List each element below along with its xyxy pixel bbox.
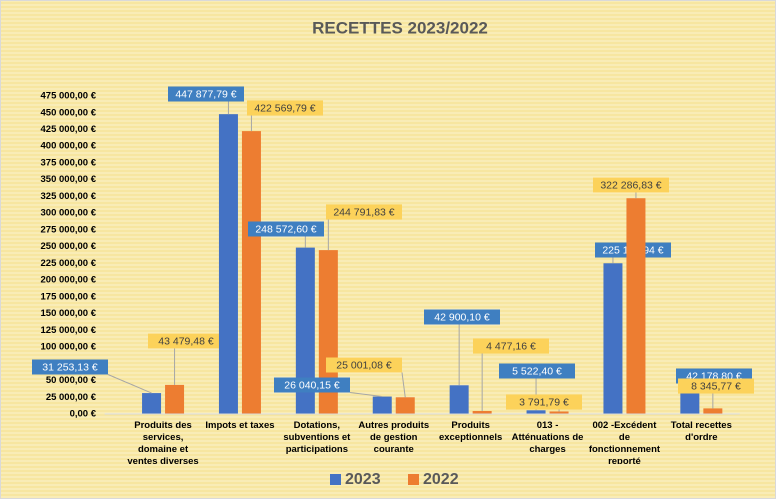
data-label: 422 569,79 € bbox=[254, 102, 315, 114]
bar bbox=[626, 198, 646, 414]
y-tick-label: 350 000,00 € bbox=[41, 174, 97, 185]
bar bbox=[142, 393, 162, 414]
y-tick-label: 100 000,00 € bbox=[41, 342, 97, 353]
label-box bbox=[473, 338, 549, 354]
x-tick-label: Dotations, subventions et participations bbox=[283, 420, 351, 455]
x-tick-label: 013 -Atténuations de charges bbox=[511, 420, 584, 455]
x-tick-label: Produits exceptionnels bbox=[438, 420, 503, 443]
y-tick-label: 375 000,00 € bbox=[41, 157, 97, 168]
bar bbox=[472, 411, 492, 414]
x-tick-label-box: Total recettes d'ordre bbox=[670, 420, 732, 443]
data-label: 26 040,15 € bbox=[284, 379, 340, 391]
bar bbox=[372, 396, 392, 414]
y-tick-label: 425 000,00 € bbox=[41, 124, 97, 135]
bar bbox=[318, 250, 338, 414]
y-tick-label: 475 000,00 € bbox=[41, 91, 97, 102]
x-tick-label-box: Autres produits de gestion courante bbox=[358, 420, 430, 455]
data-label: 5 522,40 € bbox=[512, 365, 562, 377]
y-tick-label: 225 000,00 € bbox=[41, 258, 97, 269]
legend-label: 2023 bbox=[345, 471, 381, 488]
label-box bbox=[168, 86, 244, 102]
y-tick-label: 250 000,00 € bbox=[41, 241, 97, 252]
label-box bbox=[593, 177, 669, 193]
label-box bbox=[678, 378, 754, 394]
label-box bbox=[148, 333, 224, 349]
data-label: 31 253,13 € bbox=[42, 361, 98, 373]
y-tick-label: 325 000,00 € bbox=[41, 191, 97, 202]
data-label: 248 572,60 € bbox=[255, 223, 316, 235]
data-label: 43 479,48 € bbox=[158, 335, 214, 347]
y-tick-label: 0,00 € bbox=[70, 409, 97, 420]
x-tick-label-box: Produits des services, domaine et ventes… bbox=[127, 420, 199, 464]
label-box bbox=[326, 357, 402, 373]
x-tick-label: Produits des services, domaine et ventes… bbox=[127, 420, 199, 464]
x-tick-label: 002 -Excédent de fonctionnement reporté bbox=[588, 420, 661, 464]
data-label: 42 900,10 € bbox=[434, 311, 490, 323]
label-box bbox=[248, 221, 324, 237]
bar bbox=[241, 131, 261, 414]
bar bbox=[703, 408, 723, 414]
label-box bbox=[506, 394, 582, 410]
data-label: 8 345,77 € bbox=[691, 380, 741, 392]
chart-title: RECETTES 2023/2022 bbox=[312, 18, 488, 37]
y-tick-label: 175 000,00 € bbox=[41, 291, 97, 302]
label-box bbox=[274, 377, 350, 393]
x-tick-label-box: Dotations, subventions et participations bbox=[283, 420, 351, 455]
x-tick-label-box: Produits exceptionnels bbox=[438, 420, 503, 443]
bar bbox=[526, 410, 546, 414]
y-tick-label: 450 000,00 € bbox=[41, 107, 97, 118]
bar bbox=[395, 397, 415, 414]
leader-line bbox=[401, 372, 406, 398]
y-tick-label: 300 000,00 € bbox=[41, 208, 97, 219]
y-tick-label: 275 000,00 € bbox=[41, 224, 97, 235]
data-label: 3 791,79 € bbox=[519, 396, 569, 408]
y-tick-label: 400 000,00 € bbox=[41, 141, 97, 152]
leader-line bbox=[107, 374, 152, 394]
x-tick-label-box: Impots et taxes bbox=[205, 420, 275, 431]
label-box bbox=[247, 100, 323, 116]
data-label: 4 477,16 € bbox=[486, 340, 536, 352]
data-label: 322 286,83 € bbox=[600, 179, 661, 191]
x-tick-label-box: 013 -Atténuations de charges bbox=[511, 420, 584, 455]
data-label: 25 001,08 € bbox=[336, 359, 392, 371]
label-box bbox=[499, 363, 575, 379]
bar bbox=[295, 247, 315, 414]
label-box bbox=[424, 309, 500, 325]
x-tick-label: Autres produits de gestion courante bbox=[358, 420, 430, 455]
bar bbox=[449, 385, 469, 414]
data-label: 244 791,83 € bbox=[333, 206, 394, 218]
bar bbox=[549, 411, 569, 414]
y-tick-label: 125 000,00 € bbox=[41, 325, 97, 336]
y-tick-label: 150 000,00 € bbox=[41, 308, 97, 319]
leader-line bbox=[349, 392, 383, 398]
label-box bbox=[326, 204, 402, 220]
x-tick-label: Total recettes d'ordre bbox=[670, 420, 732, 443]
bar bbox=[603, 263, 623, 414]
bar bbox=[218, 114, 238, 415]
legend-swatch bbox=[330, 474, 341, 485]
x-tick-label-box: 002 -Excédent de fonctionnement reporté bbox=[588, 420, 661, 464]
data-label: 447 877,79 € bbox=[175, 88, 236, 100]
legend-label: 2022 bbox=[423, 471, 459, 488]
bar bbox=[165, 384, 185, 414]
x-tick-label: Impots et taxes bbox=[205, 420, 275, 431]
label-box bbox=[32, 359, 108, 375]
y-tick-label: 50 000,00 € bbox=[46, 375, 97, 386]
y-tick-label: 200 000,00 € bbox=[41, 275, 97, 286]
legend-swatch bbox=[408, 474, 419, 485]
y-tick-label: 25 000,00 € bbox=[46, 392, 97, 403]
